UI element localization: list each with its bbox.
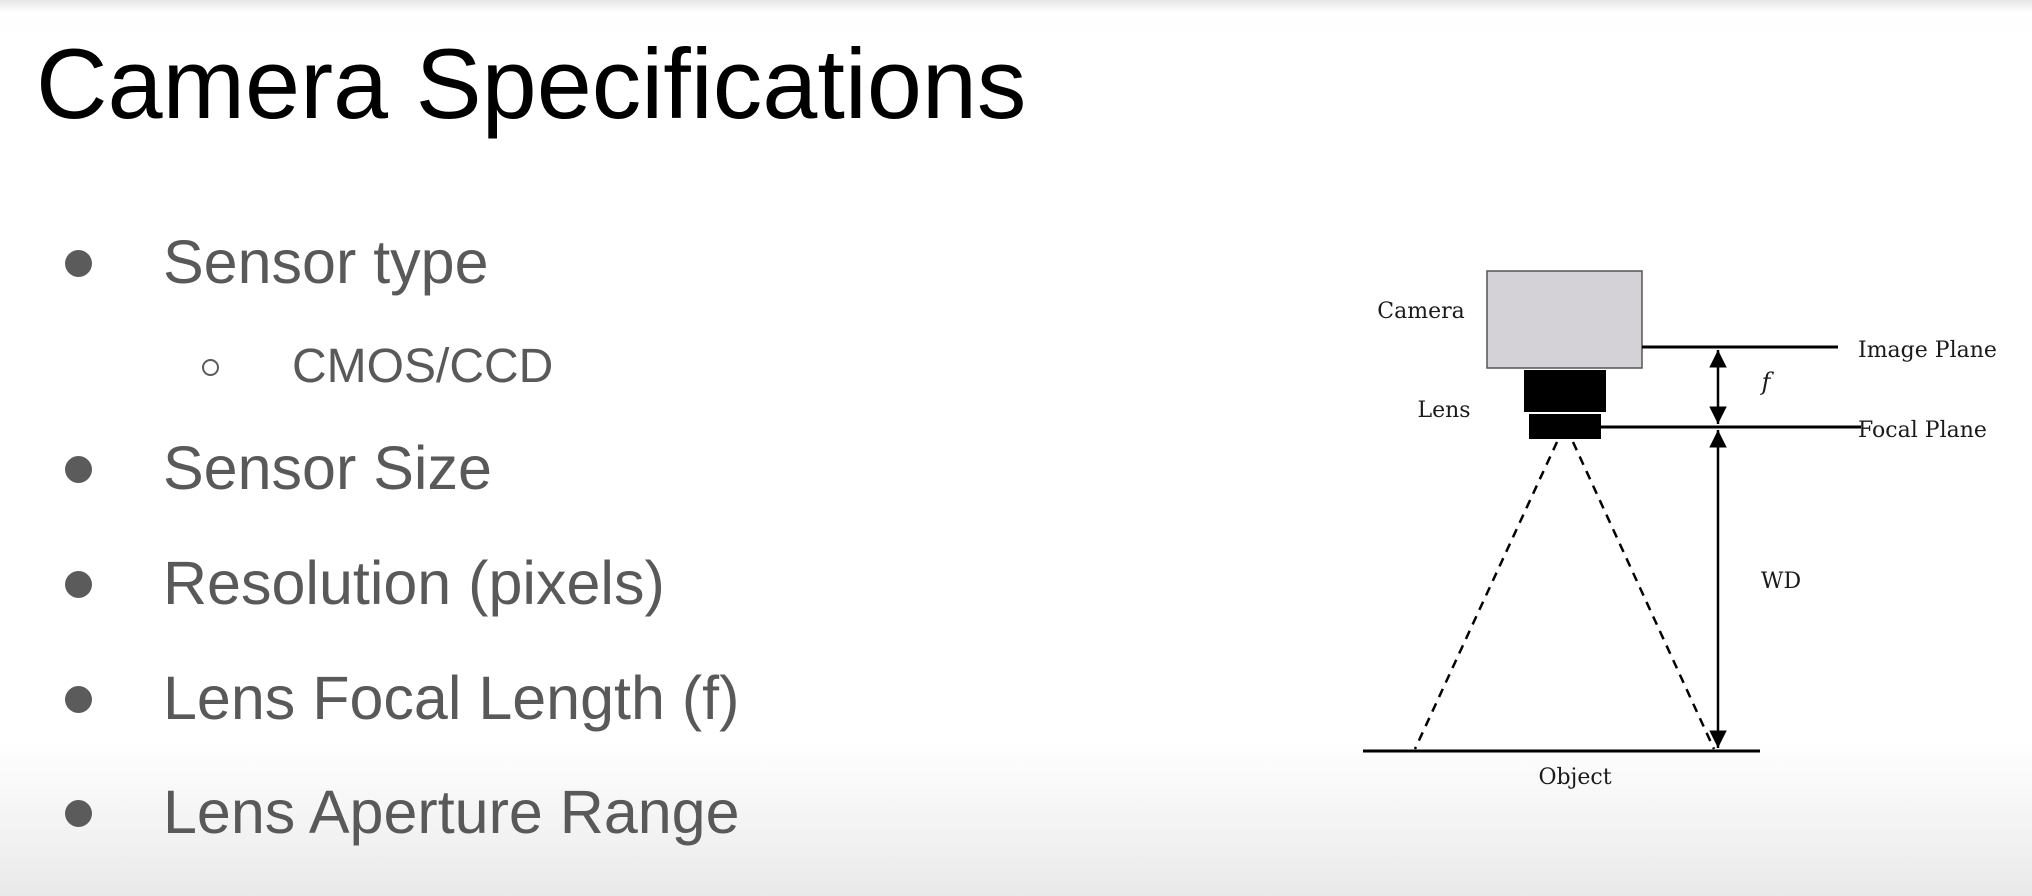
bullet-item-focal-length: Lens Focal Length (f) (0, 658, 900, 738)
bullet-item-sensor-type: Sensor type (0, 222, 900, 302)
slide-title: Camera Specifications (36, 28, 1027, 139)
bullet-label: Sensor Size (163, 434, 492, 502)
bullet-dot-icon (65, 686, 92, 713)
sub-bullet-item-cmos-ccd: CMOS/CCD (0, 335, 900, 399)
bullet-label: Resolution (pixels) (163, 549, 665, 617)
focal-plane-label: Focal Plane (1858, 418, 1987, 443)
bullet-dot-icon (65, 250, 92, 277)
bullet-item-sensor-size: Sensor Size (0, 428, 900, 508)
camera-geometry-diagram: Camera Lens Image Plane Focal Plane f WD… (1363, 270, 1997, 790)
bullet-dot-icon (65, 456, 92, 483)
object-label: Object (1538, 765, 1611, 790)
camera-label: Camera (1377, 299, 1464, 324)
bullet-dot-icon (65, 800, 92, 827)
bullet-dot-icon (65, 571, 92, 598)
hollow-circle-bullet-icon (202, 359, 219, 376)
field-of-view-left-ray (1413, 441, 1559, 750)
field-of-view-right-ray (1571, 441, 1716, 750)
lens-label: Lens (1417, 398, 1470, 423)
bullet-item-resolution: Resolution (pixels) (0, 543, 900, 623)
lens-lower-block (1529, 414, 1601, 439)
focal-length-label: f (1760, 368, 1775, 396)
camera-body (1486, 270, 1643, 369)
sub-bullet-label: CMOS/CCD (292, 340, 554, 393)
image-plane-label: Image Plane (1858, 338, 1997, 363)
working-distance-label: WD (1761, 569, 1801, 594)
bullet-label: Lens Aperture Range (163, 778, 740, 846)
bullet-item-aperture-range: Lens Aperture Range (0, 772, 900, 852)
lens-upper-block (1524, 370, 1606, 412)
bullet-label: Lens Focal Length (f) (163, 664, 740, 732)
bullet-label: Sensor type (163, 228, 489, 296)
